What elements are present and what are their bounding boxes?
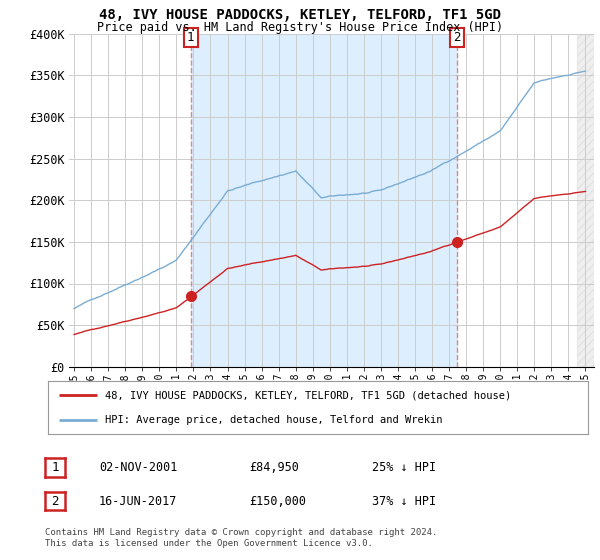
Text: 2: 2 (453, 31, 461, 44)
Text: 1: 1 (51, 461, 59, 474)
Bar (577, 34, 594, 367)
Text: 48, IVY HOUSE PADDOCKS, KETLEY, TELFORD, TF1 5GD: 48, IVY HOUSE PADDOCKS, KETLEY, TELFORD,… (99, 8, 501, 22)
Text: 48, IVY HOUSE PADDOCKS, KETLEY, TELFORD, TF1 5GD (detached house): 48, IVY HOUSE PADDOCKS, KETLEY, TELFORD,… (104, 390, 511, 400)
Text: 16-JUN-2017: 16-JUN-2017 (99, 494, 178, 508)
Text: 37% ↓ HPI: 37% ↓ HPI (372, 494, 436, 508)
Text: £84,950: £84,950 (249, 461, 299, 474)
Text: £150,000: £150,000 (249, 494, 306, 508)
Bar (577, 34, 594, 367)
Bar (191, 34, 457, 367)
Text: 02-NOV-2001: 02-NOV-2001 (99, 461, 178, 474)
Text: Price paid vs. HM Land Registry's House Price Index (HPI): Price paid vs. HM Land Registry's House … (97, 21, 503, 34)
Text: 1: 1 (187, 31, 194, 44)
Text: Contains HM Land Registry data © Crown copyright and database right 2024.
This d: Contains HM Land Registry data © Crown c… (45, 528, 437, 548)
Text: 25% ↓ HPI: 25% ↓ HPI (372, 461, 436, 474)
Text: HPI: Average price, detached house, Telford and Wrekin: HPI: Average price, detached house, Telf… (104, 414, 442, 424)
Text: 2: 2 (51, 494, 59, 508)
